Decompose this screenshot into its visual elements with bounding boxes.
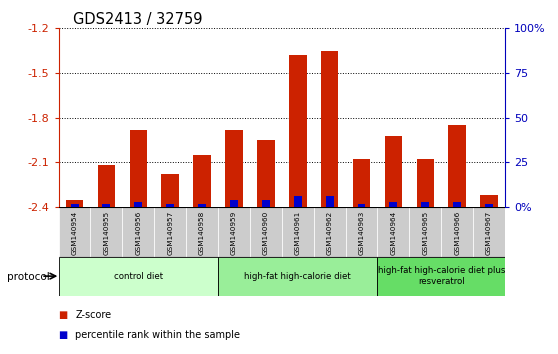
Bar [90, 207, 122, 257]
Bar [473, 207, 505, 257]
Text: protocol: protocol [7, 272, 50, 282]
Bar [353, 159, 371, 207]
Text: GSM140954: GSM140954 [71, 211, 78, 255]
Bar [230, 200, 238, 207]
Bar [166, 204, 174, 207]
Bar [198, 204, 206, 207]
Bar [421, 202, 429, 207]
Bar [345, 207, 377, 257]
Bar [358, 204, 365, 207]
Bar [321, 51, 338, 207]
Bar [59, 207, 90, 257]
Bar [59, 257, 218, 296]
Bar [485, 204, 493, 207]
Bar [294, 196, 302, 207]
Bar [134, 202, 142, 207]
Text: GSM140965: GSM140965 [422, 211, 429, 255]
Text: Z-score: Z-score [75, 310, 112, 320]
Bar [66, 200, 83, 207]
Bar [441, 207, 473, 257]
Text: high-fat high-calorie diet plus
resveratrol: high-fat high-calorie diet plus resverat… [378, 267, 505, 286]
Bar [449, 125, 466, 207]
Text: GSM140955: GSM140955 [103, 211, 109, 255]
Text: GSM140956: GSM140956 [135, 211, 141, 255]
Bar [218, 207, 250, 257]
Bar [326, 196, 334, 207]
Text: high-fat high-calorie diet: high-fat high-calorie diet [244, 272, 351, 281]
Text: GSM140963: GSM140963 [358, 211, 364, 255]
Bar [161, 174, 179, 207]
Bar [410, 207, 441, 257]
Text: ■: ■ [59, 330, 68, 340]
Bar [98, 165, 115, 207]
Text: GSM140960: GSM140960 [263, 211, 269, 255]
Bar [289, 55, 306, 207]
Text: GSM140961: GSM140961 [295, 211, 301, 255]
Bar [103, 204, 110, 207]
Bar [186, 207, 218, 257]
Text: GSM140959: GSM140959 [231, 211, 237, 255]
Bar [480, 195, 498, 207]
Bar [389, 202, 397, 207]
Bar [193, 155, 211, 207]
Bar [154, 207, 186, 257]
Bar [70, 204, 79, 207]
Bar [262, 200, 270, 207]
Bar [384, 136, 402, 207]
Text: GSM140958: GSM140958 [199, 211, 205, 255]
Text: GSM140962: GSM140962 [326, 211, 333, 255]
Bar [453, 202, 461, 207]
Bar [129, 130, 147, 207]
Text: percentile rank within the sample: percentile rank within the sample [75, 330, 240, 340]
Text: control diet: control diet [114, 272, 163, 281]
Bar [377, 257, 505, 296]
Bar [225, 130, 243, 207]
Bar [314, 207, 345, 257]
Bar [282, 207, 314, 257]
Text: GSM140966: GSM140966 [454, 211, 460, 255]
Bar [416, 159, 434, 207]
Bar [377, 207, 410, 257]
Bar [122, 207, 154, 257]
Text: ■: ■ [59, 310, 68, 320]
Bar [257, 140, 275, 207]
Text: GSM140964: GSM140964 [391, 211, 396, 255]
Text: GSM140957: GSM140957 [167, 211, 173, 255]
Text: GSM140967: GSM140967 [486, 211, 492, 255]
Bar [218, 257, 377, 296]
Bar [250, 207, 282, 257]
Text: GDS2413 / 32759: GDS2413 / 32759 [73, 12, 202, 27]
